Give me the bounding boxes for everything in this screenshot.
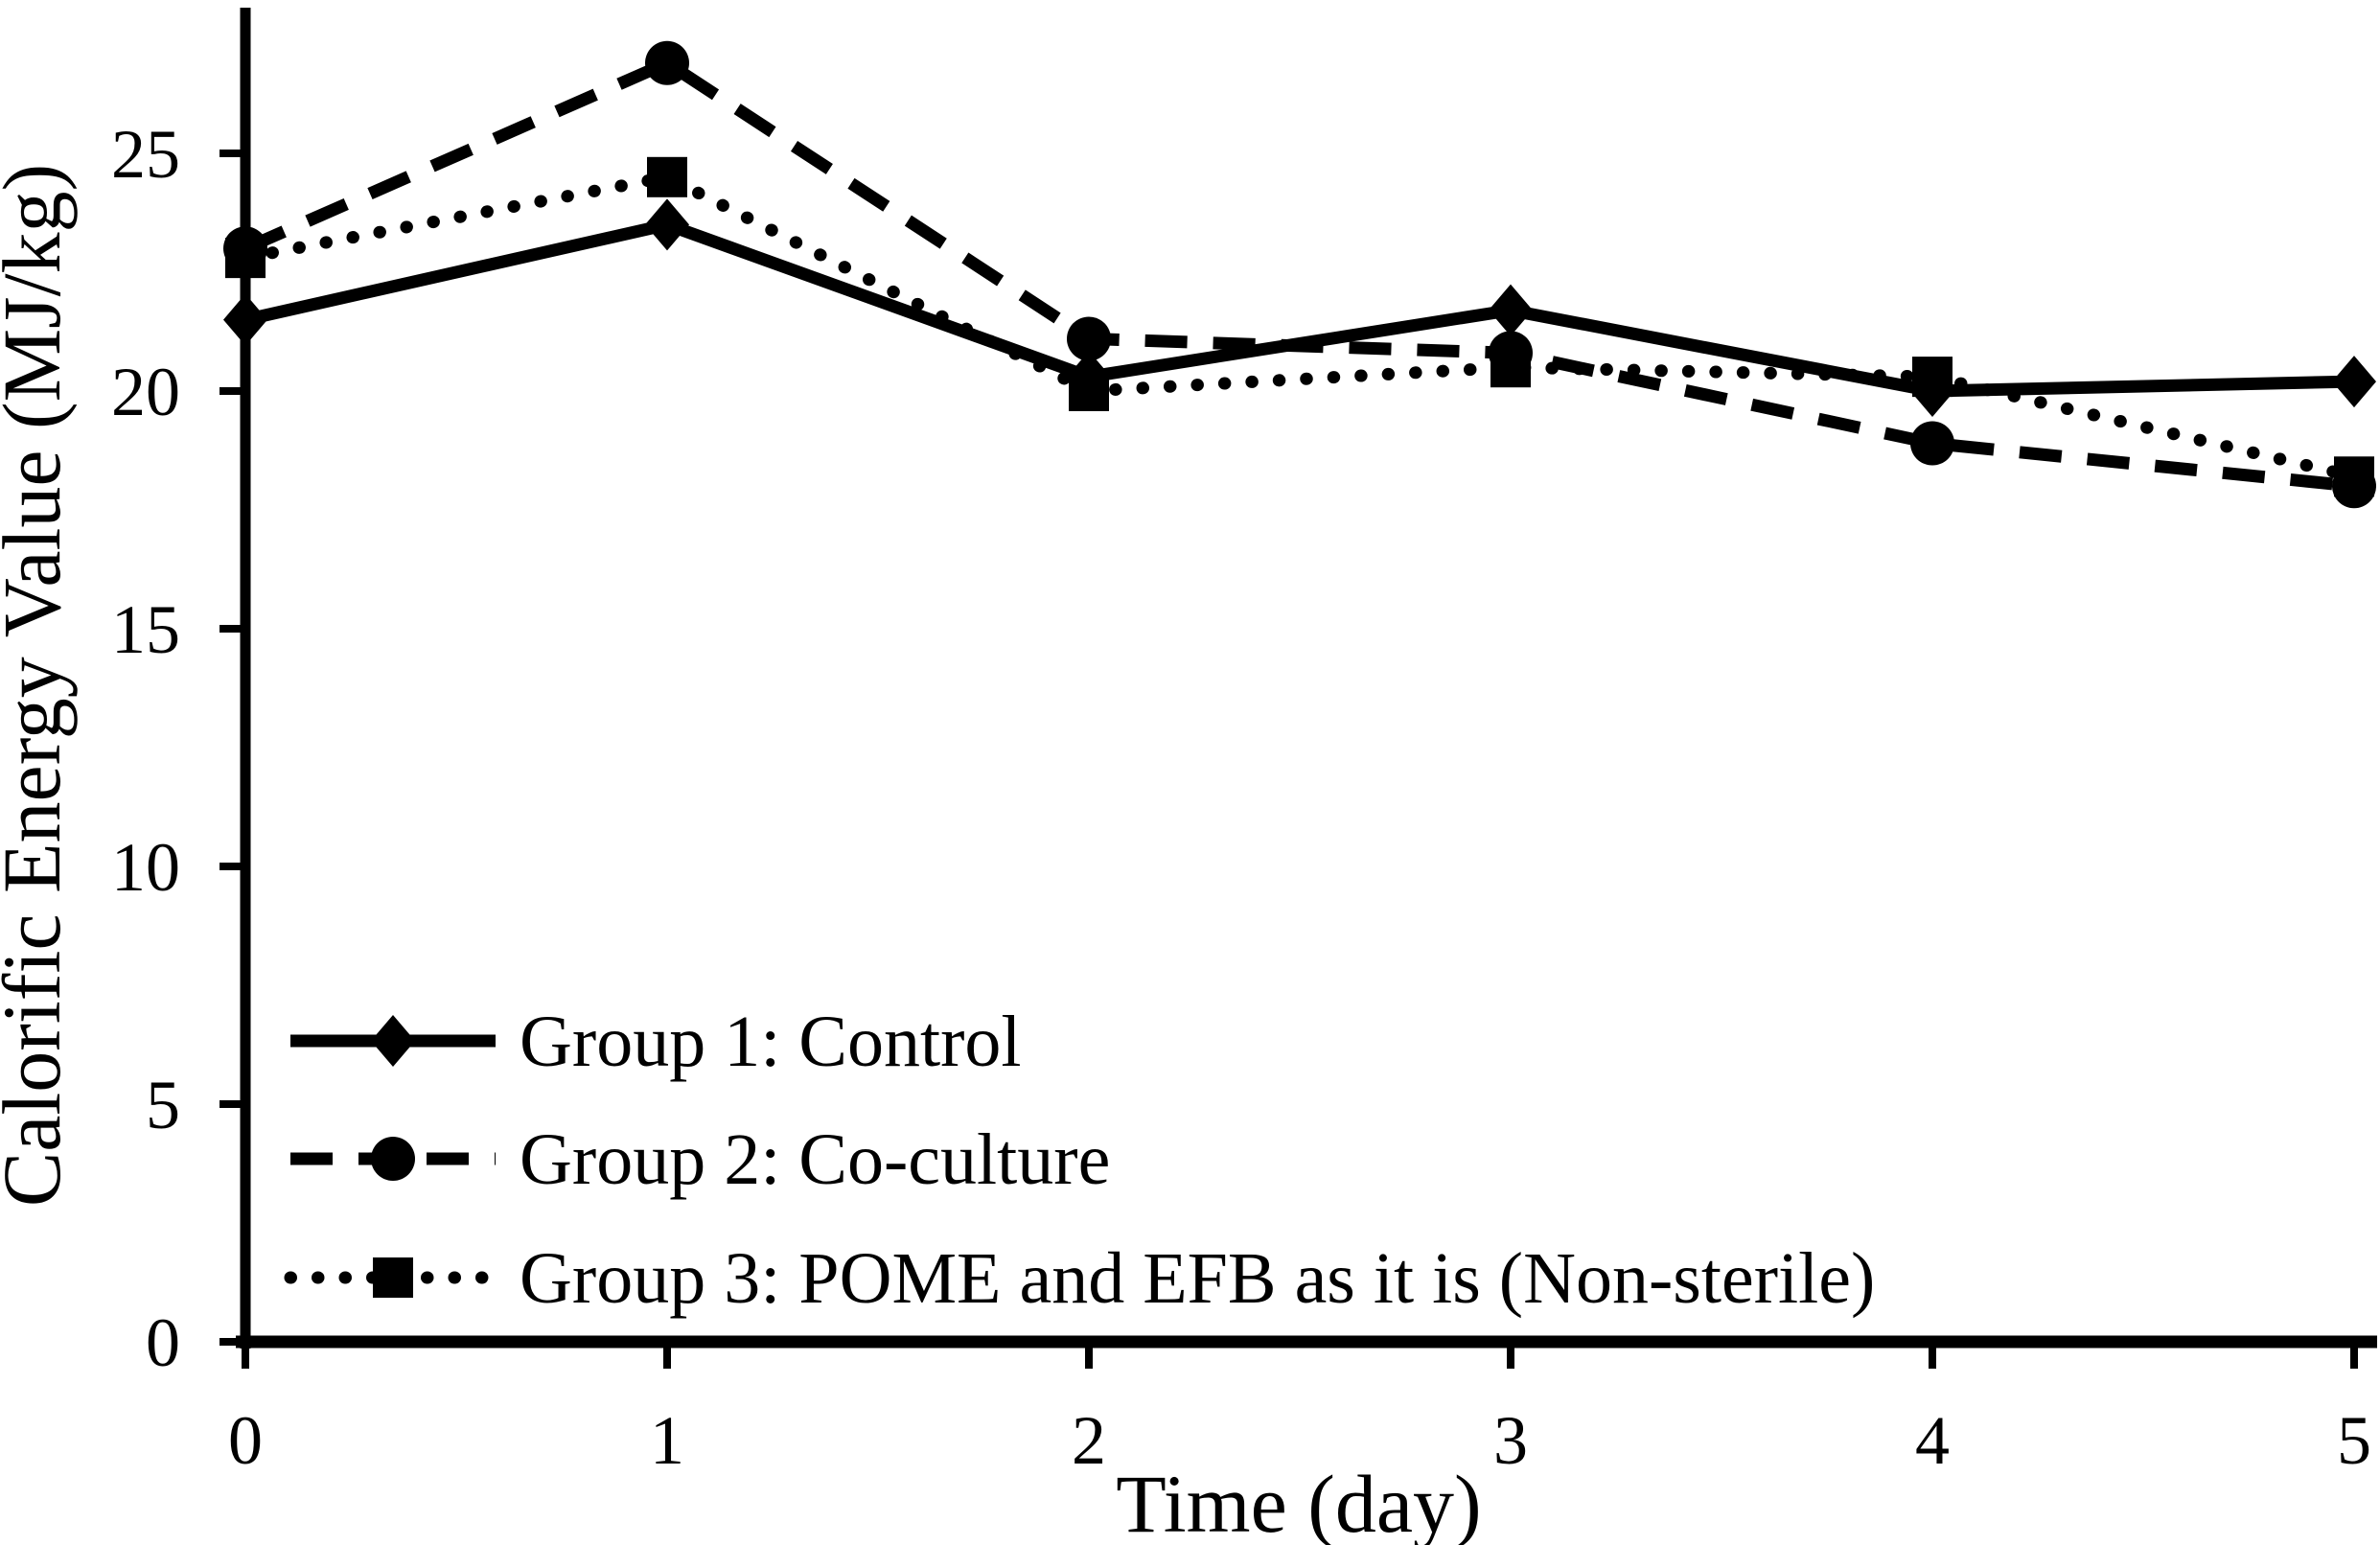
square-marker (1490, 347, 1531, 388)
axes-layer: 0 5 10 15 20 25 0 1 2 3 4 5 (111, 8, 2377, 1479)
series-layer (223, 40, 2376, 509)
diamond-marker (223, 293, 267, 346)
x-tick-label: 5 (2337, 1402, 2371, 1479)
y-tick-label: 5 (146, 1067, 180, 1143)
diamond-marker (371, 1015, 415, 1067)
series-1 (223, 198, 2376, 417)
legend-label: Group 1: Control (520, 1002, 1022, 1082)
series-line-dotted (239, 170, 2361, 483)
series-2 (223, 40, 2376, 509)
circle-marker (371, 1137, 415, 1181)
x-tick-label: 0 (228, 1402, 263, 1479)
x-tick-label: 2 (1072, 1402, 1106, 1479)
legend-label: Group 3: POME and EFB as it is (Non-ster… (520, 1238, 1875, 1319)
y-axis-title: Calorific Energy Value (MJ/kg) (0, 164, 78, 1207)
square-marker (1912, 357, 1953, 398)
y-tick-label: 15 (111, 591, 180, 668)
legend-entry: Group 3: POME and EFB as it is (Non-ster… (284, 1238, 1875, 1319)
diamond-marker (645, 198, 689, 251)
square-marker (373, 1257, 413, 1298)
y-tick-label: 0 (146, 1304, 180, 1381)
x-tick-label: 4 (1915, 1402, 1950, 1479)
series-3 (225, 156, 2374, 497)
y-tick-label: 20 (111, 354, 180, 430)
square-marker (2334, 456, 2374, 497)
square-marker (225, 238, 266, 279)
circle-marker (645, 40, 689, 85)
y-tick-label: 25 (111, 116, 180, 193)
diamond-marker (1489, 284, 1533, 336)
circle-marker (1067, 316, 1111, 361)
legend-entry: Group 2: Co-culture (290, 1119, 1110, 1200)
square-marker (647, 156, 687, 197)
legend-entry: Group 1: Control (290, 1002, 1022, 1082)
circle-marker (1910, 421, 1954, 466)
y-tick-label: 10 (111, 829, 180, 906)
series-line-dashed (243, 56, 2355, 493)
square-marker (1069, 371, 1109, 411)
x-axis-title: Time (day) (1116, 1458, 1481, 1545)
series-line-solid (243, 218, 2355, 398)
diamond-marker (2332, 356, 2376, 408)
x-tick-label: 3 (1493, 1402, 1528, 1479)
x-tick-label: 1 (650, 1402, 684, 1479)
legend-label: Group 2: Co-culture (520, 1119, 1110, 1200)
legend: Group 1: Control Group 2: Co-culture Group… (284, 1002, 1875, 1319)
